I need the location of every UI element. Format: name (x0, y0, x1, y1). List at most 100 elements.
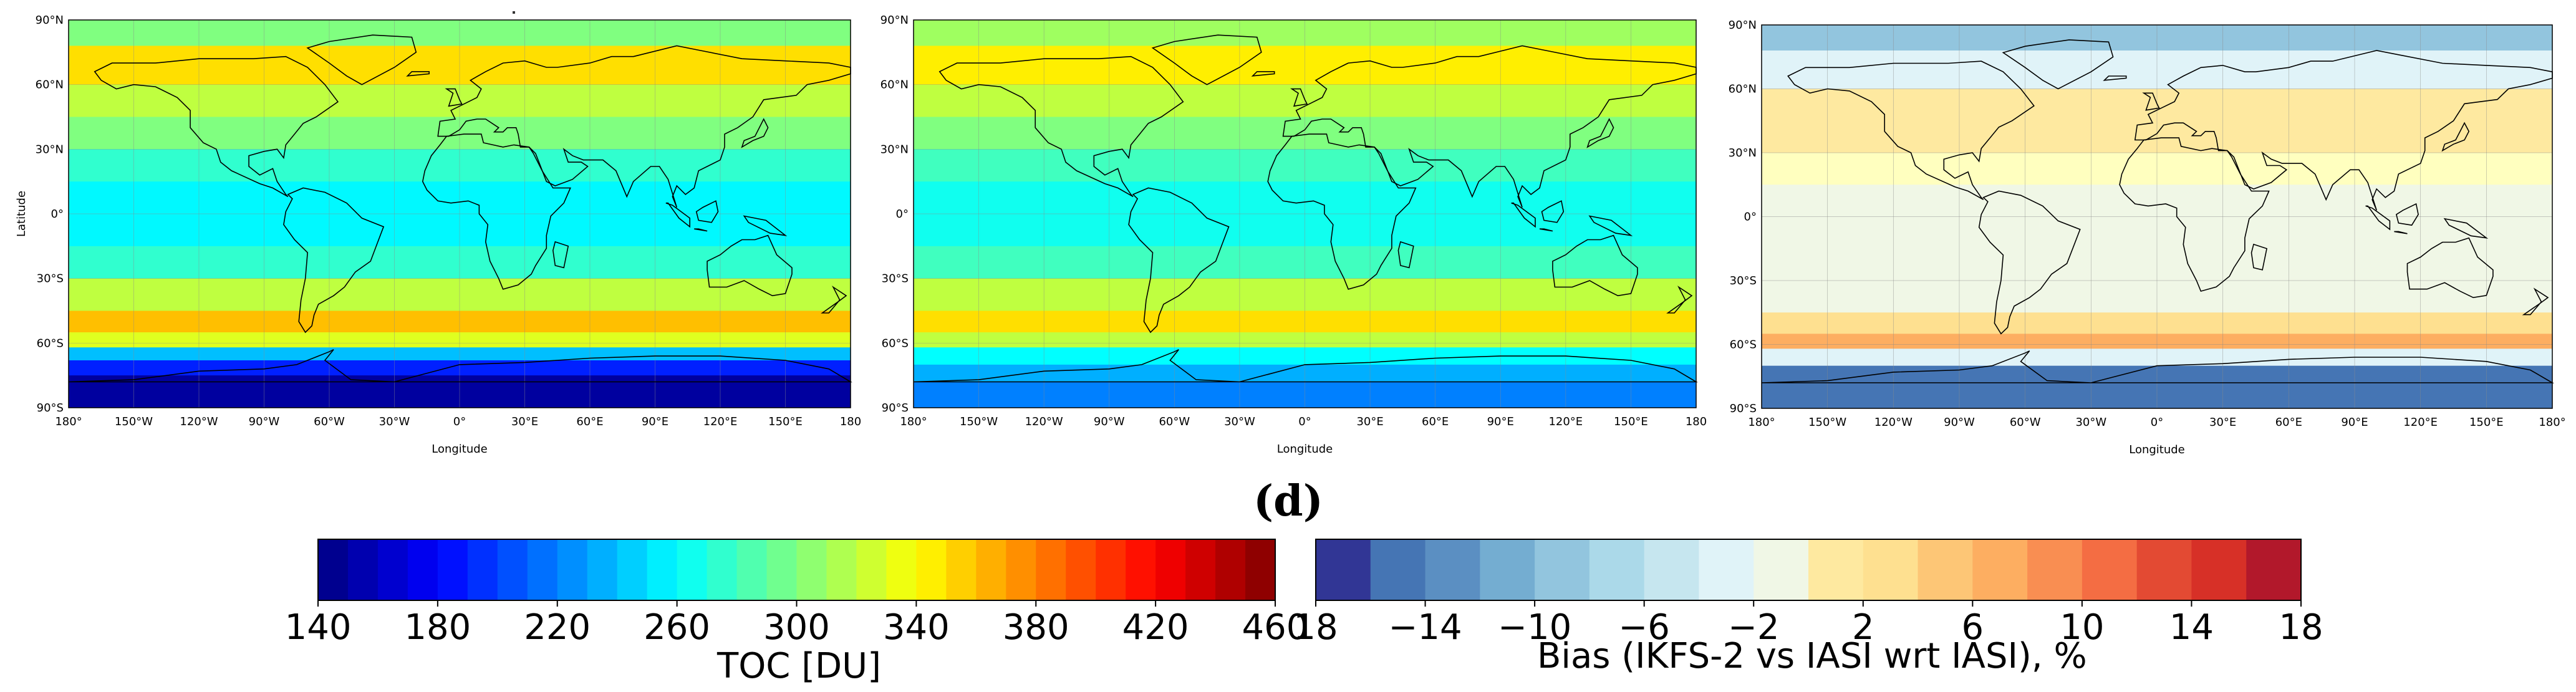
x-axis-label: Longitude (1277, 443, 1333, 456)
lon-tick-label: 30°E (2209, 416, 2236, 429)
coastline (1511, 202, 1536, 228)
coastline (1586, 118, 1614, 148)
lat-tick-label: 60°S (1730, 339, 1757, 352)
coastline (1151, 34, 1262, 85)
colorbar-segment (856, 539, 887, 600)
bias-colorbar-label: Bias (IKFS-2 vs IASI wrt IASI), % (1537, 636, 2087, 676)
bias-map-panel: 90°N 60°N 30°N 0° 30°S 60°S 90°S 180° 150°W 120°W… (1712, 0, 2576, 474)
lat-tick-label: 90°S (882, 401, 909, 415)
colorbar-segment (916, 539, 947, 600)
coastline (1267, 133, 1417, 290)
lat-tick-label: 90°S (1730, 402, 1757, 415)
colorbar-segment (1185, 539, 1216, 600)
lon-tick-label: 90°E (642, 415, 668, 428)
colorbar-segment (1754, 539, 1809, 600)
lat-tick-label: 30°N (36, 143, 64, 156)
lon-tick-label: 120°E (2403, 416, 2438, 429)
colorbar-tick-label: 460 (1242, 607, 1309, 648)
coastline (665, 202, 690, 228)
coastline (741, 118, 769, 148)
coastline (68, 348, 852, 383)
lon-tick-label: 90°W (249, 415, 280, 428)
colorbar-segment (1316, 539, 1371, 600)
lon-tick-label: 0° (453, 415, 466, 428)
coastline (2395, 203, 2419, 226)
colorbar-tick-label: 2 (1852, 607, 1874, 648)
colorbar-tick-label: 180 (404, 607, 471, 648)
toc-colorbar: 140 180 220 260 300 340 380 420 460 (285, 539, 1308, 648)
colorbar-segment (1480, 539, 1535, 600)
coastline (695, 200, 719, 223)
coastline (2142, 92, 2160, 111)
colorbar-tick-label: 10 (2060, 607, 2104, 648)
lon-tick-label: 60°W (314, 415, 345, 428)
coastline (283, 187, 385, 334)
colorbar-segment (1644, 539, 1700, 600)
lon-tick-label: 120°W (1025, 415, 1063, 428)
lon-tick-label: 180 (1686, 415, 1707, 428)
lon-tick-label: 30°W (1224, 415, 1255, 428)
colorbar-segment (707, 539, 738, 600)
lat-tick-label: 30°S (882, 272, 909, 286)
lat-tick-label: 60°N (880, 79, 909, 92)
coastline (2119, 137, 2270, 292)
coastline (821, 286, 847, 314)
colorbar-segment (377, 539, 408, 600)
lon-tick-label: 30°W (2075, 416, 2106, 429)
colorbar-segment (796, 539, 827, 600)
lon-tick-label: 150°E (1614, 415, 1648, 428)
colorbar-segment (2027, 539, 2083, 600)
coastline (1539, 228, 1553, 232)
stray-dot (513, 11, 515, 14)
lon-tick-label: 120°E (703, 415, 738, 428)
coastline (1290, 88, 1308, 107)
colorbar-segment (1245, 539, 1276, 600)
lat-tick-label: 0° (896, 208, 909, 221)
lon-tick-label: 60°W (1159, 415, 1190, 428)
coastline (1552, 234, 1638, 297)
lon-tick-label: 120°E (1548, 415, 1583, 428)
colorbar-segment (467, 539, 498, 600)
lat-tick-label: 90°N (1729, 19, 1757, 32)
lon-tick-label: 90°E (1487, 415, 1514, 428)
toc-ikfs2-map-panel: 90°N 60°N 30°N 0° 30°S 60°S 90°S 180° 150°W 120°W… (0, 0, 867, 474)
coastline (2443, 218, 2489, 239)
colorbar-frame (1315, 539, 2302, 601)
coastline (306, 34, 417, 85)
coastline (1397, 241, 1414, 269)
coastline (2394, 231, 2408, 234)
coastline (2002, 39, 2114, 90)
coastline (2134, 50, 2553, 211)
colorbar-tick-label: −10 (1498, 607, 1571, 648)
lon-tick-label: 180° (55, 415, 82, 428)
colorbar-segment (766, 539, 798, 600)
lon-tick-label: 150°W (960, 415, 998, 428)
colorbar-segment (347, 539, 379, 600)
colorbar-segment (2082, 539, 2138, 600)
colorbar-tick-label: −2 (1728, 607, 1780, 648)
colorbar-tick-label: 18 (2279, 607, 2323, 648)
coastline (1978, 190, 2081, 335)
coastline (94, 55, 339, 198)
lat-tick-label: 60°S (882, 337, 909, 350)
coastline (422, 133, 571, 290)
colorbar-segment (886, 539, 917, 600)
coastline (2365, 205, 2391, 231)
lat-tick-label: 60°N (1729, 83, 1757, 96)
coastline (743, 215, 788, 236)
colorbar-tick-label: 420 (1122, 607, 1189, 648)
coastline (707, 234, 793, 297)
colorbar-segment (587, 539, 618, 600)
lon-tick-label: 90°E (2341, 416, 2368, 429)
colorbar-segment (1370, 539, 1426, 600)
lon-tick-label: 180° (1748, 416, 1775, 429)
lon-tick-label: 90°W (1094, 415, 1125, 428)
lat-tick-label: 0° (51, 208, 64, 221)
colorbar-segment (1155, 539, 1186, 600)
colorbar-segment (1972, 539, 2028, 600)
coastline (1251, 71, 1275, 77)
lat-tick-label: 30°N (880, 143, 909, 156)
lon-tick-label: 60°E (1422, 415, 1449, 428)
coastline (2441, 122, 2470, 152)
